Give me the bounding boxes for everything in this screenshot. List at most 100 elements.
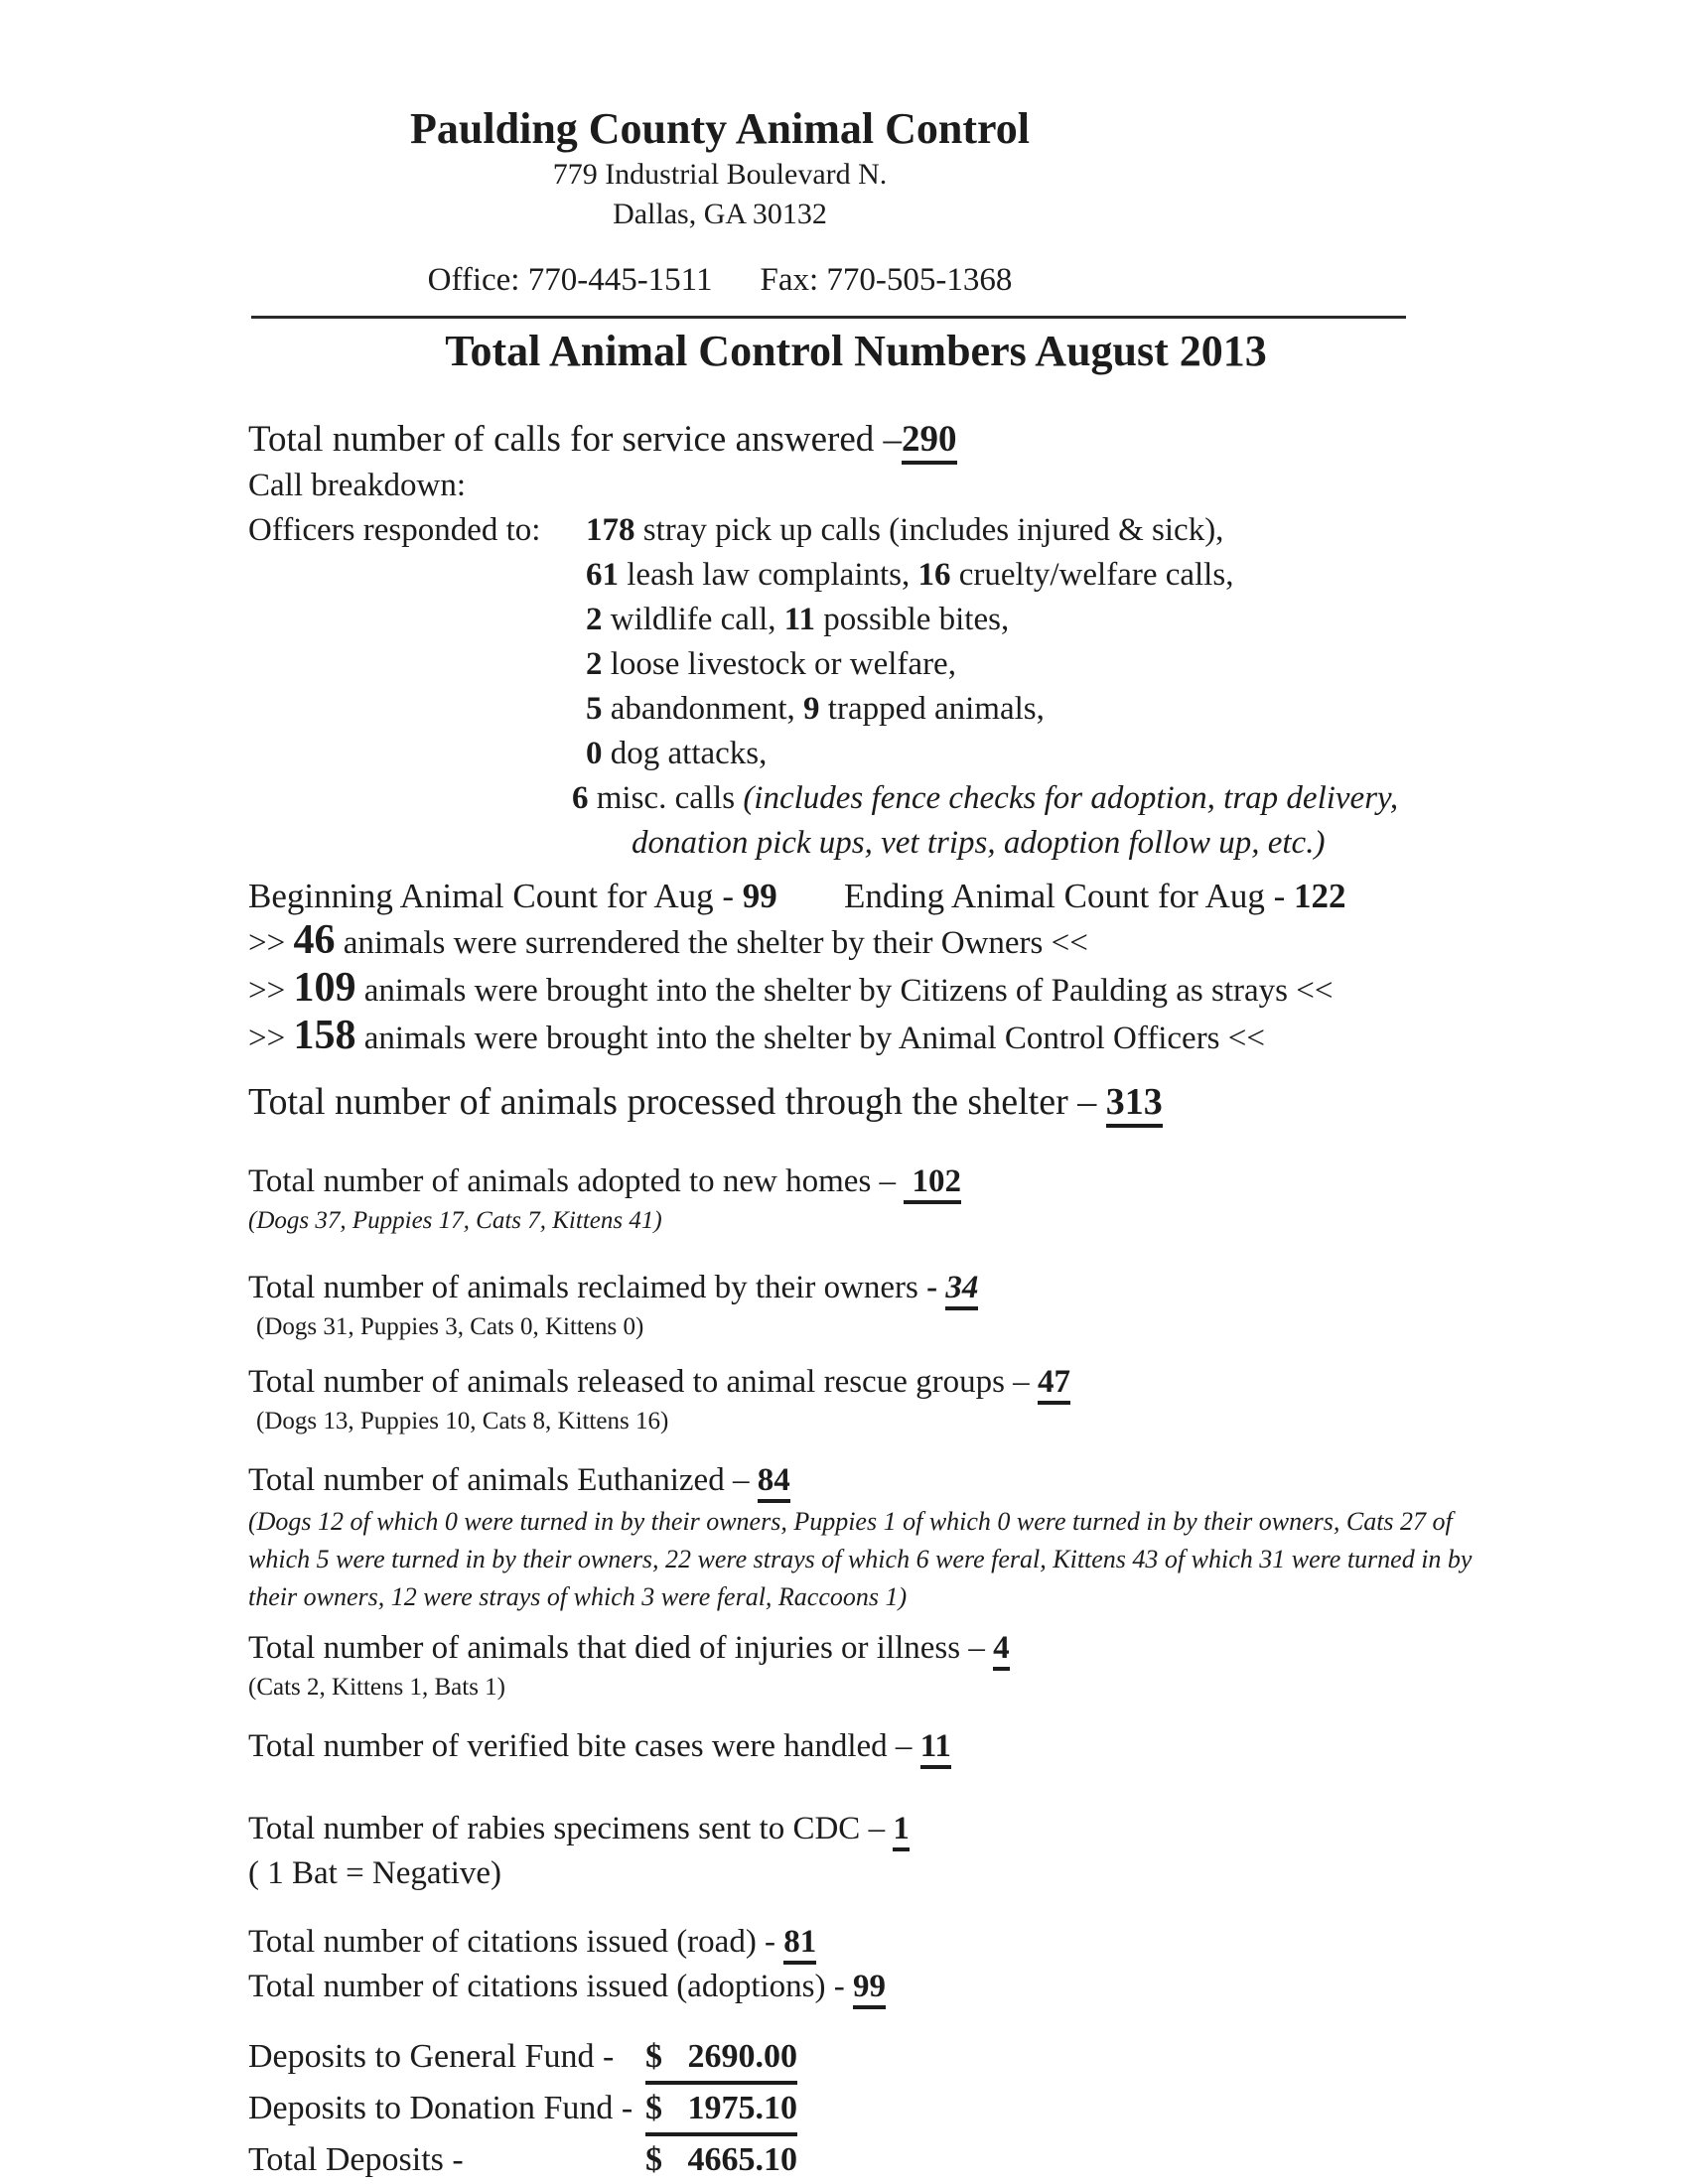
- deposit-amount: $ 4665.10: [645, 2136, 797, 2184]
- text-run: 1: [893, 1811, 910, 1851]
- text-run: Total number of verified bite cases were…: [248, 1728, 920, 1764]
- text-run: trapped animals,: [819, 691, 1045, 727]
- text-run: 34: [945, 1270, 979, 1310]
- bite-cases-line: Total number of verified bite cases were…: [248, 1724, 1688, 1769]
- text-run: 11: [919, 1728, 951, 1769]
- text-run: >>: [248, 925, 294, 961]
- ending-count: Ending Animal Count for Aug - 122: [844, 874, 1346, 919]
- address-line-1: 779 Industrial Boulevard N.: [552, 158, 888, 191]
- text-run: 122: [1294, 877, 1346, 915]
- died-line: Total number of animals that died of inj…: [248, 1626, 1688, 1671]
- text-run: 81: [783, 1924, 817, 1965]
- text-run: 16: [917, 557, 951, 593]
- text-run: >>: [248, 1021, 294, 1056]
- text-run: stray pick up calls (includes injured & …: [634, 512, 1224, 548]
- org-name: Paulding County Animal Control: [410, 104, 1030, 153]
- text-run: Beginning Animal Count for Aug -: [248, 877, 743, 915]
- text-run: Total number of animals Euthanized –: [248, 1462, 758, 1498]
- text-run: wildlife call,: [602, 602, 784, 637]
- text-run: animals were surrendered the shelter by …: [335, 925, 1088, 961]
- text-run: animals were brought into the shelter by…: [355, 973, 1334, 1009]
- text-run: 61: [586, 557, 619, 593]
- died-detail: (Cats 2, Kittens 1, Bats 1): [248, 1674, 506, 1701]
- deposit-label: Deposits to General Fund -: [248, 2038, 615, 2075]
- text-run: 99: [853, 1969, 886, 2009]
- text-run: (includes fence checks for adoption, tra…: [743, 780, 1399, 816]
- office-phone: Office: 770-445-1511: [427, 262, 713, 298]
- text-run: cruelty/welfare calls,: [950, 557, 1234, 593]
- citizen-strays-line: >> 109 animals were brought into the she…: [248, 967, 1688, 1015]
- reclaimed-detail: (Dogs 31, Puppies 3, Cats 0, Kittens 0): [256, 1313, 644, 1340]
- euthanized-detail: (Dogs 12 of which 0 were turned in by th…: [248, 1507, 1473, 1611]
- text-run: Total number of animals released to anim…: [248, 1364, 1038, 1400]
- text-run: Total number of citations issued (adopti…: [248, 1969, 853, 2004]
- breakdown-line-dog-attacks: 0 dog attacks,: [586, 732, 1688, 776]
- deposit-label: Deposits to Donation Fund -: [248, 2090, 633, 2126]
- breakdown-line-livestock: 2 loose livestock or welfare,: [586, 642, 1688, 687]
- phone-line: Office: 770-445-1511 Fax: 770-505-1368: [248, 260, 1192, 300]
- text-run: -: [926, 1270, 946, 1305]
- citations-adoptions-line: Total number of citations issued (adopti…: [248, 1965, 1688, 2009]
- deposit-amount: $ 1975.10: [645, 2085, 797, 2136]
- fax-number: Fax: 770-505-1368: [760, 262, 1013, 298]
- surrendered-line: >> 46 animals were surrendered the shelt…: [248, 919, 1688, 967]
- text-run: 6: [572, 780, 589, 816]
- deposits-section: Deposits to General Fund - $ 2690.00 Dep…: [248, 2033, 1688, 2184]
- officer-intake-line: >> 158 animals were brought into the she…: [248, 1015, 1688, 1062]
- text-run: 102: [904, 1163, 962, 1204]
- animal-counts-line: Beginning Animal Count for Aug - 99 Endi…: [248, 874, 1688, 919]
- text-run: 2: [586, 646, 603, 682]
- text-run: dog attacks,: [602, 736, 768, 771]
- breakdown-line-leash: 61 leash law complaints, 16 cruelty/welf…: [586, 553, 1688, 598]
- text-run: 46: [293, 917, 336, 963]
- report-body: Total number of calls for service answer…: [248, 416, 1688, 2184]
- text-run: Total number of animals processed throug…: [248, 1081, 1106, 1123]
- text-run: 5: [586, 691, 603, 727]
- text-run: 178: [586, 512, 635, 548]
- text-run: 99: [742, 877, 777, 915]
- released-detail: (Dogs 13, Puppies 10, Cats 8, Kittens 16…: [256, 1408, 669, 1434]
- text-run: 9: [803, 691, 820, 727]
- breakdown-line-misc-continued: donation pick ups, vet trips, adoption f…: [632, 821, 1688, 866]
- text-run: 290: [902, 419, 957, 465]
- text-run: 0: [586, 736, 603, 771]
- deposit-label: Total Deposits -: [248, 2141, 464, 2178]
- text-run: 158: [293, 1013, 356, 1058]
- call-breakdown: Officers responded to: 178 stray pick up…: [248, 508, 1688, 866]
- letterhead: Paulding County Animal Control 779 Indus…: [248, 103, 1192, 300]
- breakdown-line-misc: 6 misc. calls (includes fence checks for…: [572, 776, 1688, 821]
- text-run: donation pick ups, vet trips, adoption f…: [632, 825, 1326, 861]
- doc-title: Total Animal Control Numbers August 2013: [445, 327, 1267, 375]
- deposit-row-general: Deposits to General Fund - $ 2690.00: [248, 2033, 1688, 2085]
- text-run: possible bites,: [814, 602, 1010, 637]
- euthanized-line: Total number of animals Euthanized – 84: [248, 1458, 1688, 1503]
- rabies-detail: ( 1 Bat = Negative): [248, 1855, 502, 1891]
- text-run: >>: [248, 973, 294, 1009]
- text-run: Total number of animals adopted to new h…: [248, 1163, 905, 1199]
- text-run: leash law complaints,: [619, 557, 918, 593]
- text-run: 109: [293, 965, 356, 1011]
- deposit-row-donation: Deposits to Donation Fund - $ 1975.10: [248, 2085, 1688, 2136]
- text-run: 313: [1105, 1081, 1163, 1128]
- text-run: Total number of calls for service answer…: [248, 419, 903, 460]
- text-run: 47: [1037, 1364, 1070, 1405]
- processed-total-line: Total number of animals processed throug…: [248, 1076, 1688, 1128]
- deposit-row-total: Total Deposits - $ 4665.10: [248, 2136, 1688, 2184]
- breakdown-line-wildlife: 2 wildlife call, 11 possible bites,: [586, 598, 1688, 642]
- call-breakdown-label: Call breakdown:: [248, 468, 467, 503]
- adopted-line: Total number of animals adopted to new h…: [248, 1160, 1688, 1204]
- text-run: Total number of citations issued (road) …: [248, 1924, 784, 1960]
- breakdown-line-stray: 178 stray pick up calls (includes injure…: [586, 508, 1688, 553]
- citations-road-line: Total number of citations issued (road) …: [248, 1920, 1688, 1965]
- text-run: misc. calls: [588, 780, 744, 816]
- breakdown-line-abandonment: 5 abandonment, 9 trapped animals,: [586, 687, 1688, 732]
- text-run: abandonment,: [602, 691, 804, 727]
- text-run: Total number of rabies specimens sent to…: [248, 1811, 894, 1846]
- text-run: Total number of animals that died of inj…: [248, 1630, 994, 1666]
- text-run: loose livestock or welfare,: [602, 646, 956, 682]
- text-run: 4: [993, 1630, 1010, 1671]
- adopted-detail: (Dogs 37, Puppies 17, Cats 7, Kittens 41…: [248, 1207, 662, 1234]
- rabies-line: Total number of rabies specimens sent to…: [248, 1807, 1688, 1851]
- call-breakdown-items: 178 stray pick up calls (includes injure…: [572, 508, 1688, 866]
- calls-total-line: Total number of calls for service answer…: [248, 416, 1688, 465]
